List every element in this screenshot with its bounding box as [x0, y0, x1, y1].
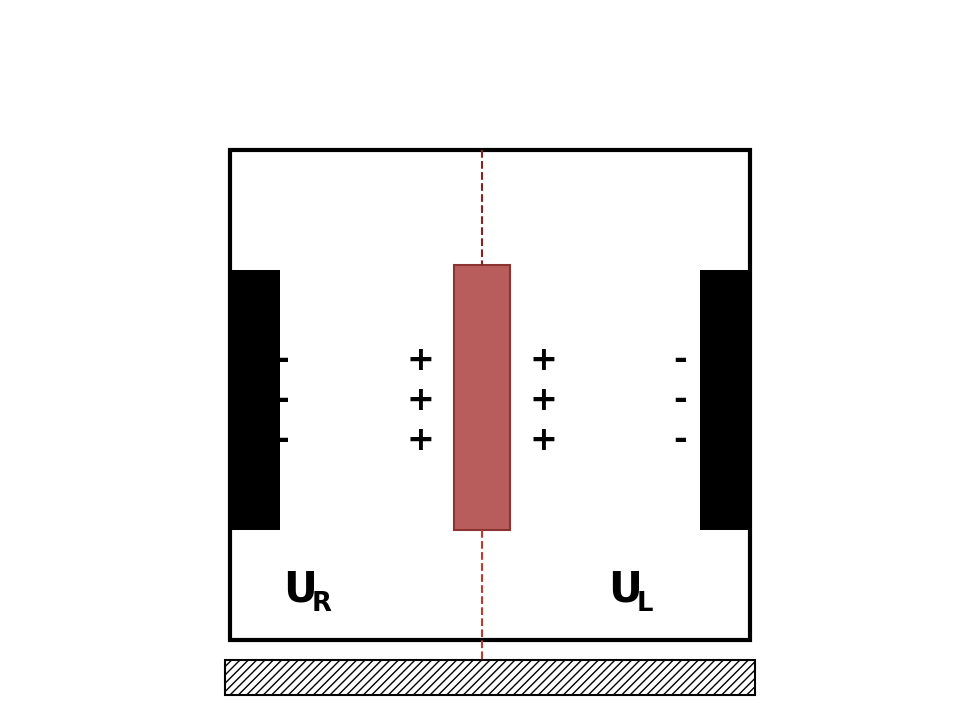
- Text: -: -: [276, 384, 289, 416]
- Bar: [230, 150, 750, 640]
- Text: +: +: [406, 423, 434, 456]
- Text: R: R: [312, 591, 332, 617]
- Text: +: +: [529, 343, 557, 377]
- Text: -: -: [276, 423, 289, 456]
- Text: L: L: [636, 591, 653, 617]
- Text: -: -: [673, 384, 686, 416]
- Text: -: -: [673, 423, 686, 456]
- Text: U: U: [608, 569, 642, 611]
- Text: +: +: [529, 423, 557, 456]
- Bar: [700, 270, 750, 530]
- Text: +: +: [406, 343, 434, 377]
- Bar: [225, 660, 755, 695]
- Bar: [454, 265, 510, 530]
- Text: +: +: [529, 384, 557, 416]
- Text: U: U: [283, 569, 317, 611]
- Text: -: -: [673, 343, 686, 377]
- Text: -: -: [276, 343, 289, 377]
- Bar: [230, 270, 280, 530]
- Text: +: +: [406, 384, 434, 416]
